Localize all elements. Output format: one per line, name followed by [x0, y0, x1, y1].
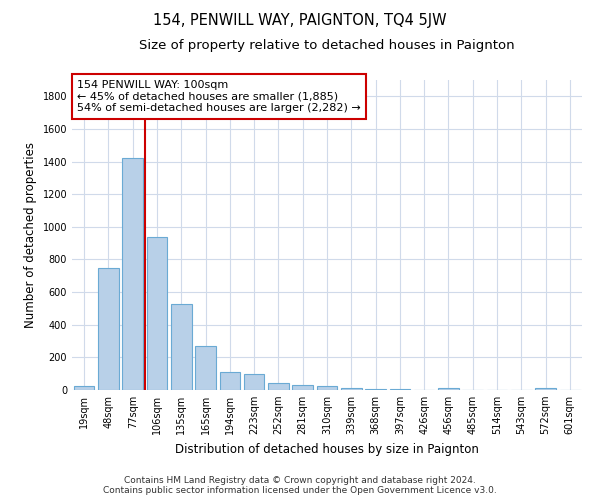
Bar — [535, 388, 556, 390]
Bar — [438, 388, 459, 390]
Bar — [317, 386, 337, 390]
Text: 154 PENWILL WAY: 100sqm
← 45% of detached houses are smaller (1,885)
54% of semi: 154 PENWILL WAY: 100sqm ← 45% of detache… — [77, 80, 361, 113]
Title: Size of property relative to detached houses in Paignton: Size of property relative to detached ho… — [139, 40, 515, 52]
Bar — [268, 382, 289, 390]
Bar — [341, 388, 362, 390]
Text: 154, PENWILL WAY, PAIGNTON, TQ4 5JW: 154, PENWILL WAY, PAIGNTON, TQ4 5JW — [153, 12, 447, 28]
Bar — [171, 304, 191, 390]
Y-axis label: Number of detached properties: Number of detached properties — [24, 142, 37, 328]
Bar — [146, 238, 167, 390]
Text: Contains HM Land Registry data © Crown copyright and database right 2024.
Contai: Contains HM Land Registry data © Crown c… — [103, 476, 497, 495]
Bar — [292, 386, 313, 390]
Bar — [122, 158, 143, 390]
Bar — [195, 346, 216, 390]
Bar — [220, 372, 240, 390]
Bar — [244, 374, 265, 390]
Bar — [74, 386, 94, 390]
Bar — [98, 268, 119, 390]
X-axis label: Distribution of detached houses by size in Paignton: Distribution of detached houses by size … — [175, 442, 479, 456]
Bar — [365, 389, 386, 390]
